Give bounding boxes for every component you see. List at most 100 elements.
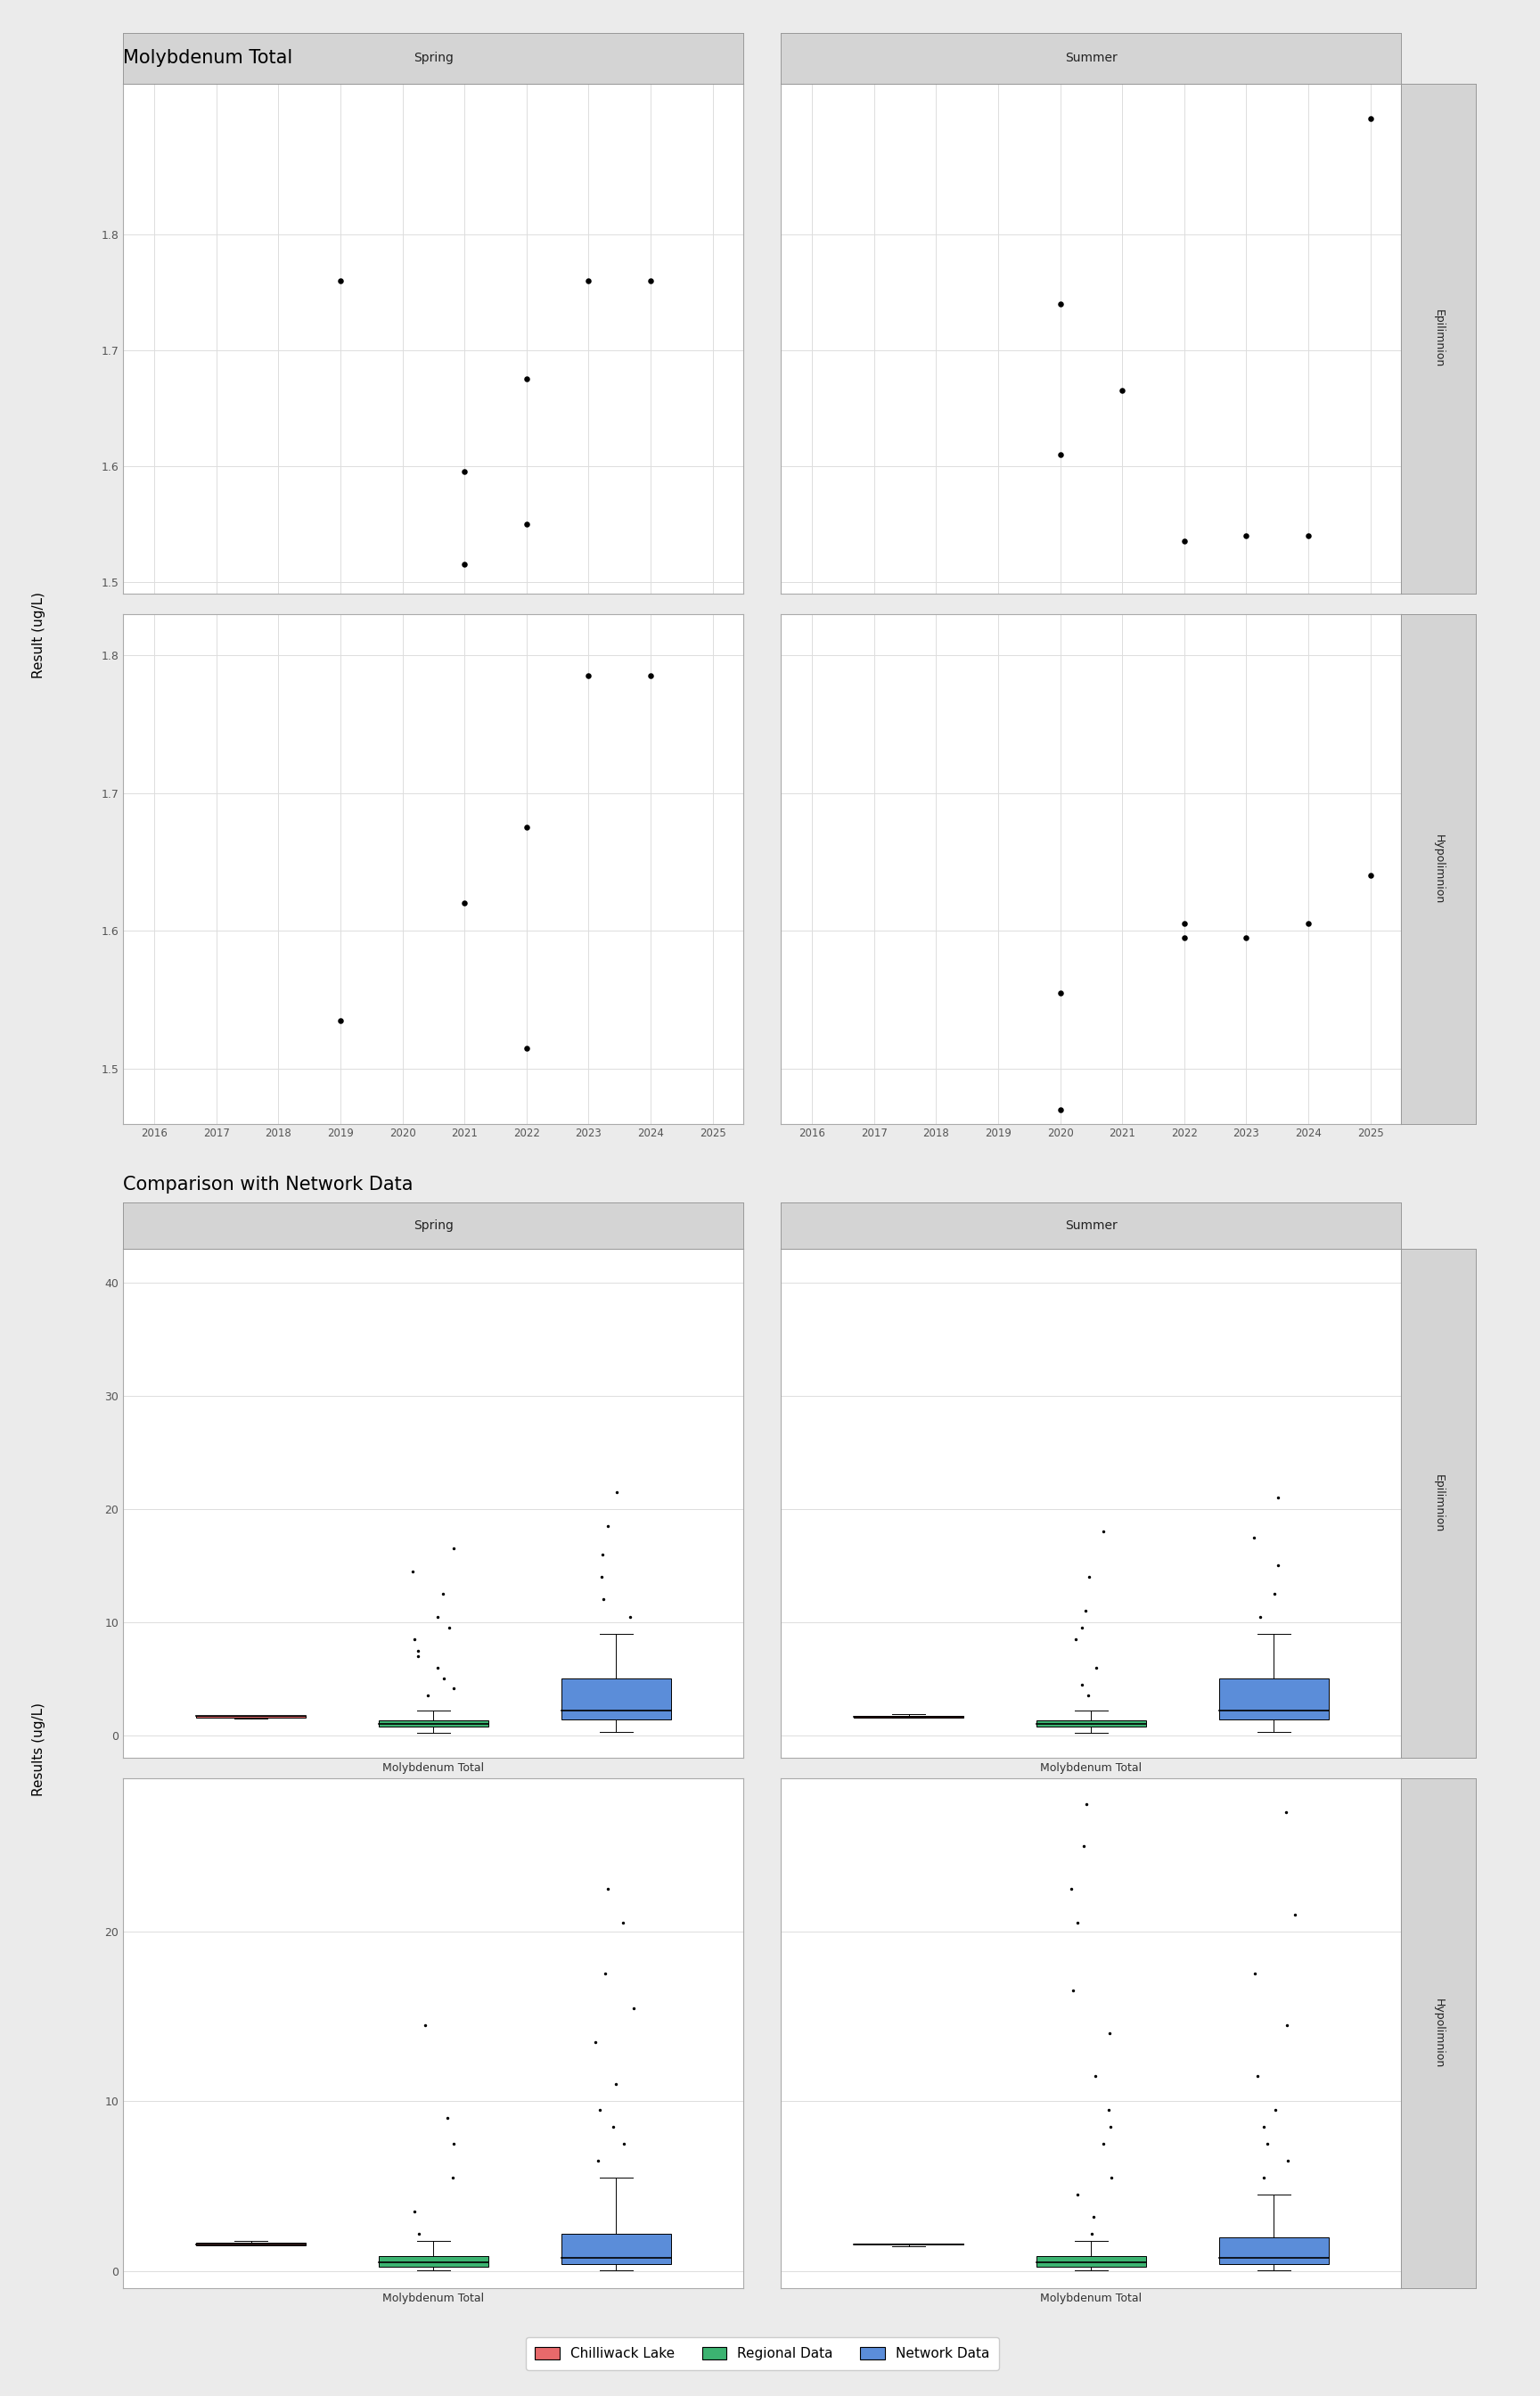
Point	[1172, 906, 1197, 944]
Point	[604, 2065, 628, 2104]
Point	[402, 2192, 427, 2231]
Point	[591, 1581, 616, 1620]
Point	[434, 2099, 459, 2137]
Point	[425, 1648, 450, 1687]
Point	[442, 1529, 467, 1567]
Point	[1072, 1828, 1096, 1866]
Point	[402, 1620, 427, 1658]
Point	[1100, 2159, 1124, 2197]
Point	[1070, 1608, 1095, 1646]
FancyBboxPatch shape	[561, 1680, 671, 1720]
Point	[453, 884, 477, 922]
Point	[576, 657, 601, 695]
Text: Comparison with Network Data: Comparison with Network Data	[123, 1176, 413, 1193]
Point	[1061, 1972, 1086, 2010]
Point	[416, 1677, 440, 1716]
Point	[1070, 1665, 1095, 1704]
Point	[514, 359, 539, 398]
Point	[1234, 518, 1258, 556]
Text: Molybdenum Total: Molybdenum Total	[123, 50, 293, 67]
Point	[1252, 2159, 1277, 2197]
Point	[1047, 973, 1072, 1011]
FancyBboxPatch shape	[379, 2257, 488, 2267]
Point	[1080, 2214, 1104, 2252]
Point	[1073, 1785, 1098, 1823]
Point	[1047, 436, 1072, 474]
Legend: Chilliwack Lake, Regional Data, Network Data: Chilliwack Lake, Regional Data, Network …	[525, 2338, 999, 2370]
Point	[1096, 2092, 1121, 2130]
Point	[453, 453, 477, 491]
Point	[1297, 518, 1321, 556]
Point	[453, 546, 477, 585]
FancyBboxPatch shape	[1036, 1720, 1146, 1728]
Point	[584, 2022, 608, 2061]
Point	[1266, 1545, 1291, 1584]
Point	[601, 2108, 625, 2147]
Point	[590, 1536, 614, 1574]
Point	[622, 1989, 647, 2027]
FancyBboxPatch shape	[561, 2233, 671, 2264]
Point	[594, 1507, 619, 1545]
Point	[1098, 2108, 1123, 2147]
Point	[430, 1574, 454, 1613]
Point	[1247, 1572, 1272, 1610]
Point	[442, 2125, 467, 2164]
Text: Result (ug/L): Result (ug/L)	[32, 592, 45, 678]
Point	[440, 1668, 465, 1706]
FancyBboxPatch shape	[1036, 2257, 1146, 2267]
Point	[593, 1955, 618, 1993]
Point	[1090, 2125, 1115, 2164]
Point	[1066, 1905, 1090, 1943]
Point	[1297, 906, 1321, 944]
Point	[638, 657, 662, 695]
Point	[328, 1002, 353, 1040]
Point	[1098, 2015, 1123, 2053]
Point	[1047, 285, 1072, 323]
Point	[1234, 918, 1258, 956]
Point	[587, 2092, 611, 2130]
Point	[400, 1553, 425, 1591]
Point	[425, 1598, 450, 1636]
Point	[1358, 855, 1383, 894]
Point	[1081, 2197, 1106, 2235]
Point	[1358, 101, 1383, 139]
Point	[1172, 918, 1197, 956]
Point	[514, 1028, 539, 1066]
Point	[1275, 2142, 1300, 2180]
Point	[587, 2142, 611, 2180]
Point	[576, 261, 601, 300]
Point	[1047, 1090, 1072, 1129]
Point	[1266, 1478, 1291, 1517]
Point	[1261, 1574, 1286, 1613]
Point	[1274, 1792, 1298, 1831]
Point	[1092, 1512, 1117, 1550]
Point	[1066, 2176, 1090, 2214]
Point	[514, 807, 539, 846]
Point	[1073, 1591, 1098, 1629]
Point	[328, 261, 353, 300]
Point	[596, 1869, 621, 1907]
Point	[611, 2125, 636, 2164]
Point	[1076, 1557, 1101, 1596]
Point	[1060, 1869, 1084, 1907]
Point	[1255, 2125, 1280, 2164]
Point	[1249, 1598, 1274, 1636]
Point	[1252, 2108, 1277, 2147]
Point	[407, 1632, 431, 1670]
Point	[638, 261, 662, 300]
Point	[1246, 2056, 1270, 2094]
Point	[413, 2005, 437, 2044]
Point	[605, 1474, 630, 1512]
Point	[618, 1598, 642, 1636]
Point	[1243, 1955, 1267, 1993]
FancyBboxPatch shape	[1218, 1680, 1329, 1720]
Text: Results (ug/L): Results (ug/L)	[32, 1701, 45, 1797]
Point	[431, 1660, 456, 1699]
Point	[1263, 2092, 1287, 2130]
FancyBboxPatch shape	[379, 1720, 488, 1728]
Point	[1283, 1895, 1307, 1934]
Point	[437, 1608, 462, 1646]
Point	[1172, 522, 1197, 561]
Point	[590, 1557, 614, 1596]
Point	[440, 2159, 465, 2197]
